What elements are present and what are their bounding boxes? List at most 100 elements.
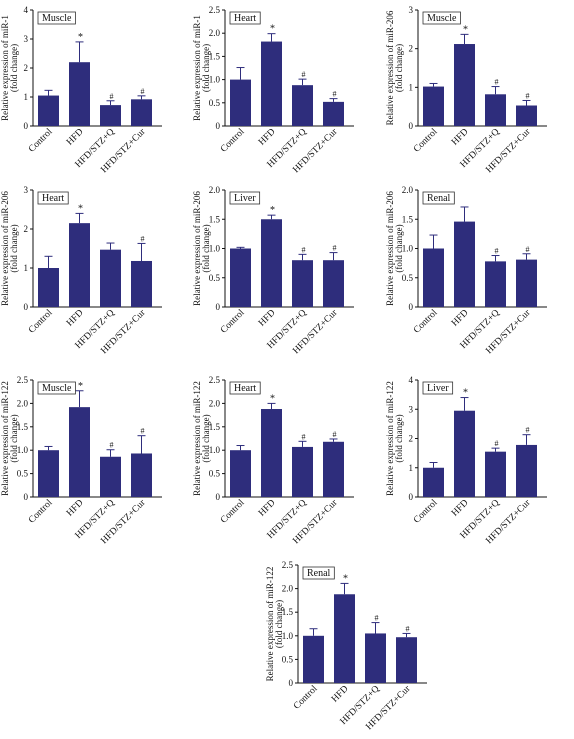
y-tick-label: 2.0: [282, 584, 294, 594]
x-tick-label: HFD: [450, 127, 471, 148]
bar: [230, 248, 251, 307]
bar: [323, 101, 344, 126]
significance-mark: *: [270, 24, 275, 35]
bar: [516, 105, 537, 126]
x-tick-label: Control: [219, 127, 247, 155]
panel-label: Liver: [234, 193, 256, 204]
y-tick-label: 1.5: [209, 422, 221, 432]
y-tick-label: 0.5: [282, 654, 294, 664]
significance-mark: #: [495, 439, 499, 448]
x-tick-label: HFD: [450, 498, 471, 519]
y-tick-label: 2.0: [209, 398, 221, 408]
y-tick-label: 1.5: [209, 214, 221, 224]
y-axis-label-unit: (fold change): [394, 414, 404, 462]
bar: [365, 633, 386, 683]
bar: [131, 99, 152, 126]
significance-mark: #: [495, 247, 499, 256]
significance-mark: #: [333, 430, 337, 439]
y-axis-label: Relative expression of miR-122: [385, 381, 395, 496]
significance-mark: #: [302, 245, 306, 254]
significance-mark: #: [110, 441, 114, 450]
significance-mark: *: [78, 381, 83, 392]
panel-label: Liver: [427, 383, 449, 394]
significance-mark: #: [406, 624, 410, 633]
y-tick-label: 2: [24, 63, 29, 73]
y-axis-label-unit: (fold change): [201, 44, 211, 92]
bar: [292, 260, 313, 307]
y-tick-label: 2.5: [209, 5, 221, 15]
significance-mark: *: [343, 573, 348, 584]
y-tick-label: 2.5: [282, 560, 294, 570]
y-tick-label: 0: [24, 121, 29, 131]
significance-mark: #: [302, 70, 306, 79]
y-axis-label-unit: (fold change): [394, 44, 404, 92]
y-tick-label: 1.0: [209, 244, 221, 254]
bar: [261, 409, 282, 497]
y-tick-label: 2: [409, 434, 414, 444]
bar: [69, 62, 90, 126]
bar: [100, 105, 121, 126]
panel-label-box: [302, 566, 335, 580]
y-axis-label: Relative expression of miR-122: [265, 567, 275, 682]
significance-mark: #: [333, 244, 337, 253]
significance-mark: *: [270, 205, 275, 216]
y-axis-label: Relative expression of miR-122: [192, 381, 202, 496]
bar: [292, 446, 313, 497]
x-tick-label: Control: [27, 498, 55, 526]
panel-label-box: [229, 11, 261, 25]
x-tick-label: Control: [292, 684, 320, 712]
significance-mark: #: [526, 426, 530, 435]
y-axis-label-unit: (fold change): [394, 224, 404, 272]
y-tick-label: 0.5: [209, 98, 221, 108]
y-tick-label: 0: [216, 121, 221, 131]
x-tick-label: Control: [412, 308, 440, 336]
y-axis-label-unit: (fold change): [9, 44, 19, 92]
y-tick-label: 3: [24, 34, 29, 44]
y-tick-label: 2.0: [17, 398, 29, 408]
panel-label: Muscle: [42, 383, 72, 394]
y-tick-label: 0: [216, 302, 221, 312]
y-tick-label: 2.0: [402, 185, 414, 195]
bar: [261, 41, 282, 126]
y-tick-label: 0: [216, 492, 221, 502]
y-tick-label: 0: [409, 302, 414, 312]
bar: [131, 260, 152, 307]
bar: [292, 85, 313, 126]
bar: [38, 450, 59, 497]
y-axis-label: Relative expression of miR-206: [385, 191, 395, 306]
bar: [69, 223, 90, 307]
y-tick-label: 1.0: [209, 445, 221, 455]
significance-mark: #: [495, 78, 499, 87]
y-tick-label: 0.5: [209, 469, 221, 479]
significance-mark: #: [141, 234, 145, 243]
panel-label-box: [37, 11, 76, 25]
bar: [38, 95, 59, 126]
y-tick-label: 1: [409, 463, 414, 473]
panel-label: Muscle: [42, 13, 72, 24]
y-axis-label-unit: (fold change): [201, 224, 211, 272]
bar: [485, 261, 506, 307]
significance-mark: *: [78, 32, 83, 43]
x-tick-label: HFD: [65, 498, 86, 519]
bar: [323, 260, 344, 307]
x-tick-label: Control: [27, 127, 55, 155]
panel-label: Renal: [307, 568, 331, 579]
y-tick-label: 4: [409, 375, 414, 385]
y-tick-label: 2: [409, 44, 414, 54]
y-tick-label: 0: [24, 302, 29, 312]
bar: [423, 86, 444, 126]
y-axis-label: Relative expression of miR-206: [192, 191, 202, 306]
bar: [454, 410, 475, 497]
bar: [516, 259, 537, 307]
bar: [100, 249, 121, 307]
x-tick-label: HFD: [65, 127, 86, 148]
y-axis-label: Relative expression of miR-122: [0, 381, 10, 496]
significance-mark: #: [526, 91, 530, 100]
significance-mark: #: [526, 245, 530, 254]
panel-label: Heart: [234, 13, 256, 24]
y-tick-label: 4: [24, 5, 29, 15]
x-tick-label: HFD: [257, 498, 278, 519]
y-tick-label: 2.0: [209, 185, 221, 195]
bar: [131, 453, 152, 497]
bar: [423, 248, 444, 307]
